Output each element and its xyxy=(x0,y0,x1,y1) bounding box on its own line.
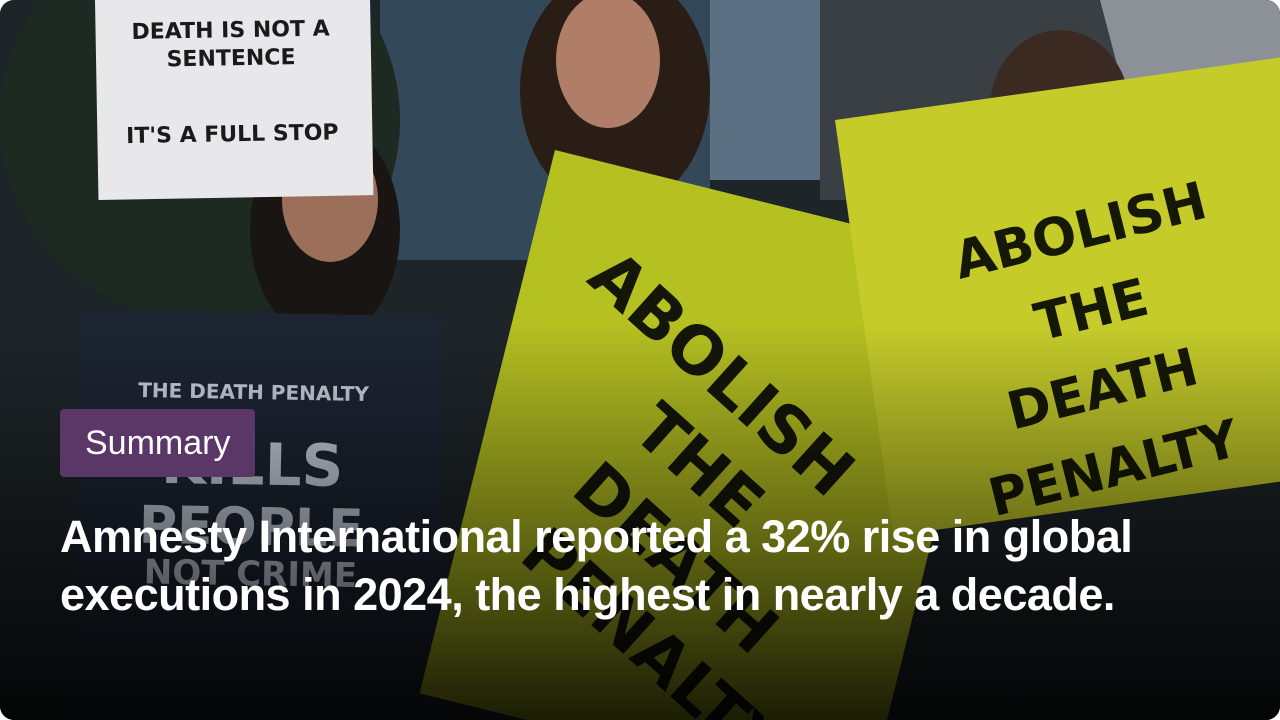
summary-badge: Summary xyxy=(60,409,256,477)
headline: Amnesty International reported a 32% ris… xyxy=(60,511,1133,620)
